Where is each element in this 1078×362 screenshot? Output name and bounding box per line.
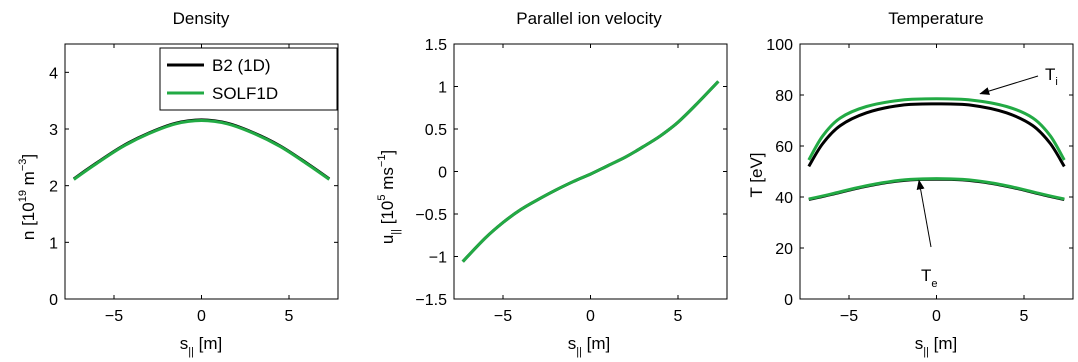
density-panel: Density −5 0 5 0 1 2 3 4 n [1019 m−3] s|| [m] B… (17, 9, 339, 358)
velocity-ytick-label: 0 (438, 165, 447, 182)
velocity-title: Parallel ion velocity (516, 9, 662, 28)
density-legend: B2 (1D) SOLF1D (159, 47, 338, 111)
temperature-ylabel: T [eV] (747, 152, 766, 197)
density-series-line-solf1d (72, 118, 331, 181)
density-series-line-b2-1d (72, 118, 331, 181)
velocity-ytick-label: 0.5 (425, 122, 447, 139)
velocity-series-line-solf1d (461, 80, 720, 263)
velocity-xlabel: s|| [m] (568, 334, 611, 358)
density-xtick-label: −5 (105, 308, 123, 325)
temperature-title: Temperature (888, 9, 983, 28)
density-ylabel-text: n [10 (19, 202, 38, 240)
density-xtick-label: 5 (285, 308, 294, 325)
density-legend-box (159, 47, 338, 111)
density-ytick-label: 2 (49, 179, 58, 196)
temperature-series-line-solf1d-ti (807, 97, 1066, 161)
density-ytick-label: 1 (49, 235, 58, 252)
legend-label-solf1d: SOLF1D (212, 84, 278, 103)
temperature-axes-frame (799, 43, 1074, 300)
velocity-xtick-label: −5 (494, 308, 512, 325)
density-ytick-label: 3 (49, 122, 58, 139)
temperature-ytick-label: 40 (775, 190, 793, 207)
temperature-xtick-label: 0 (932, 308, 941, 325)
temperature-plot-area: −5 0 5 0 20 40 60 80 100 (766, 37, 1074, 325)
temperature-ytick-label: 80 (775, 88, 793, 105)
annotation-arrow-te (916, 179, 932, 248)
temperature-xtick-label: −5 (840, 308, 858, 325)
velocity-panel: Parallel ion velocity −5 0 5 −1.5 −1 −0.5 0 0.5… (376, 9, 728, 358)
velocity-plot-area: −5 0 5 −1.5 −1 −0.5 0 0.5 1 1.5 (415, 37, 728, 325)
svg-text:u|| [105 ms−1]: u|| [105 ms−1] (376, 150, 402, 244)
temperature-xtick-label: 5 (1020, 308, 1029, 325)
annotation-ti-label: Ti (1045, 65, 1058, 88)
velocity-ylabel: u|| [105 ms−1] (376, 150, 402, 244)
svg-text:n [1019 m−3]: n [1019 m−3] (17, 154, 38, 240)
density-ylabel: n [1019 m−3] (17, 154, 38, 240)
legend-label-b2: B2 (1D) (212, 56, 271, 75)
velocity-ytick-label: −1 (429, 250, 447, 267)
density-ylabel-end: ] (19, 154, 38, 159)
temperature-panel: Temperature −5 0 5 0 20 40 60 80 100 T [eV] s|| … (747, 9, 1074, 358)
annotation-arrow-ti (979, 75, 1039, 95)
density-ylabel-mid: m (19, 171, 38, 190)
temperature-ytick-label: 100 (766, 37, 793, 54)
temperature-xlabel: s|| [m] (915, 334, 958, 358)
temperature-ytick-label: 20 (775, 241, 793, 258)
annotation-te-label: Te (921, 266, 938, 290)
density-title: Density (173, 9, 230, 28)
velocity-xtick-label: 0 (586, 308, 595, 325)
annotation-ti: Ti (1045, 65, 1058, 88)
velocity-axes-frame (453, 43, 728, 300)
velocity-ytick-label: 1.5 (425, 37, 447, 54)
density-ytick-label: 4 (49, 65, 58, 82)
velocity-xtick-label: 5 (674, 308, 683, 325)
density-ylabel-exp: 19 (17, 190, 29, 202)
annotation-te: Te (921, 266, 938, 290)
temperature-ytick-label: 0 (784, 292, 793, 309)
temperature-series-line-solf1d-te (808, 177, 1065, 201)
velocity-ytick-label: −1.5 (415, 292, 447, 309)
velocity-series-line-b2-1d (461, 80, 720, 263)
velocity-ytick-label: −0.5 (415, 207, 447, 224)
density-xtick-label: 0 (197, 308, 206, 325)
velocity-ytick-label: 1 (438, 80, 447, 97)
temperature-series-line-b2-1d-ti (807, 102, 1066, 168)
temperature-ytick-label: 60 (775, 139, 793, 156)
density-ylabel-exp2: −3 (17, 159, 29, 172)
density-ytick-label: 0 (49, 292, 58, 309)
density-xlabel: s|| [m] (180, 334, 223, 358)
